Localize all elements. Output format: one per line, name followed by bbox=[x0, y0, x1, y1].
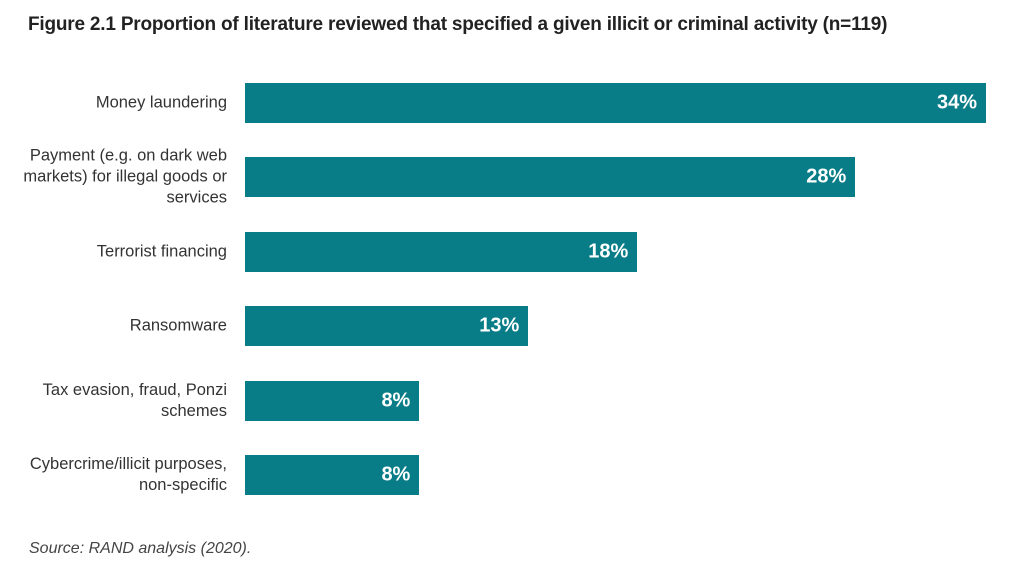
data-label: 8% bbox=[381, 463, 411, 486]
data-label: 8% bbox=[381, 389, 411, 412]
category-label: Cybercrime/illicit purposes, non-specifi… bbox=[29, 455, 227, 494]
bar: 18% bbox=[245, 231, 638, 272]
bar: 13% bbox=[245, 306, 529, 347]
bar: 28% bbox=[245, 157, 856, 198]
category-label: Terrorist financing bbox=[96, 242, 227, 261]
bar: 34% bbox=[245, 83, 986, 123]
bar: 8% bbox=[245, 455, 420, 495]
chart-title: Figure 2.1 Proportion of literature revi… bbox=[28, 14, 888, 35]
category-label: Money laundering bbox=[95, 93, 227, 112]
category-label: Payment (e.g. on dark web markets) for i… bbox=[23, 146, 227, 207]
source-note: Source: RAND analysis (2020). bbox=[29, 540, 252, 557]
category-label: Tax evasion, fraud, Ponzi schemes bbox=[42, 380, 227, 420]
data-label: 13% bbox=[479, 314, 520, 337]
data-label: 18% bbox=[588, 240, 629, 263]
category-label: Ransomware bbox=[129, 316, 227, 335]
bar: 8% bbox=[245, 380, 420, 421]
data-label: 28% bbox=[806, 165, 847, 188]
data-label: 34% bbox=[936, 91, 977, 114]
